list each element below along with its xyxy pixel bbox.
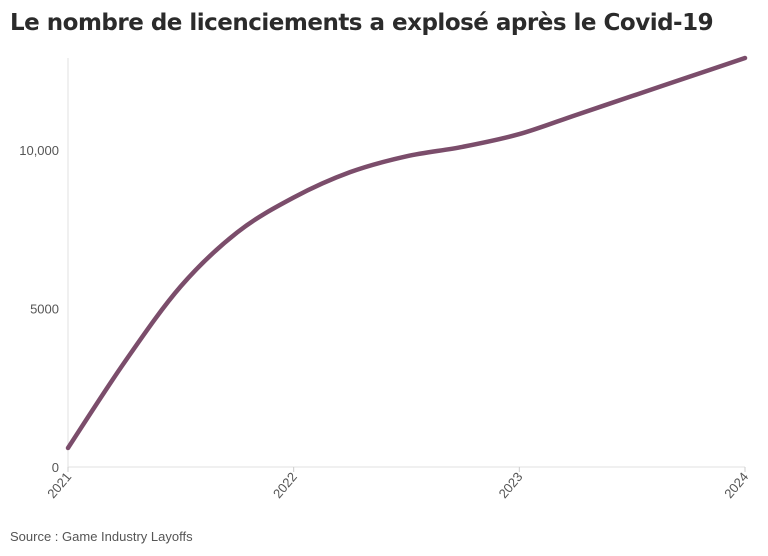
y-tick-label: 5000	[30, 301, 59, 316]
x-tick-label: 2022	[270, 469, 300, 501]
y-tick-label: 0	[52, 460, 59, 475]
chart-tick-labels: 0 5000 10,000 2021 2022 2023 2024	[19, 143, 751, 501]
chart-lines	[65, 55, 748, 451]
x-tick-label: 2021	[44, 469, 74, 501]
chart-title: Le nombre de licenciements a explosé apr…	[10, 10, 714, 36]
x-tick-label: 2024	[721, 469, 751, 501]
series-line-0	[65, 55, 748, 451]
source-note: Source : Game Industry Layoffs	[10, 529, 193, 544]
y-tick-label: 10,000	[19, 143, 59, 158]
x-tick-label: 2023	[496, 469, 526, 501]
line-chart: 0 5000 10,000 2021 2022 2023 2024	[19, 55, 751, 501]
chart-axes	[67, 58, 746, 472]
